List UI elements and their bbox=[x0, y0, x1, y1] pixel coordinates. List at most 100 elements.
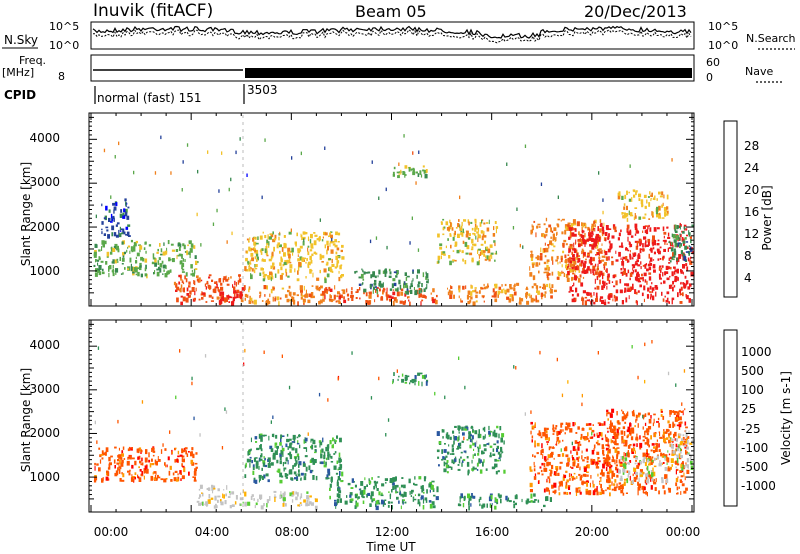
range-gate-cell bbox=[477, 446, 479, 449]
range-gate-cell bbox=[562, 429, 564, 432]
range-gate-cell bbox=[435, 496, 439, 501]
range-gate-cell bbox=[673, 410, 676, 415]
range-gate-cell bbox=[605, 269, 607, 272]
range-gate-cell bbox=[652, 211, 654, 216]
range-gate-cell bbox=[289, 469, 293, 474]
range-gate-cell bbox=[400, 505, 402, 510]
range-gate-cell bbox=[245, 462, 247, 468]
range-gate-cell bbox=[616, 483, 618, 489]
range-gate-cell bbox=[402, 171, 405, 175]
range-gate-cell bbox=[649, 257, 653, 262]
range-gate-cell bbox=[220, 501, 224, 506]
sparse-echo bbox=[396, 369, 398, 373]
range-gate-cell bbox=[605, 256, 608, 261]
sparse-echo bbox=[627, 452, 630, 456]
range-gate-cell bbox=[650, 194, 653, 197]
range-gate-cell bbox=[629, 277, 631, 281]
range-gate-cell bbox=[552, 490, 556, 493]
range-gate-cell bbox=[652, 422, 654, 427]
range-gate-cell bbox=[184, 447, 188, 450]
range-gate-cell bbox=[183, 467, 186, 473]
range-gate-cell bbox=[678, 453, 681, 458]
range-gate-cell bbox=[551, 284, 554, 288]
sparse-echo bbox=[530, 410, 532, 414]
range-gate-cell bbox=[586, 464, 588, 468]
range-gate-cell bbox=[282, 492, 286, 498]
range-gate-cell bbox=[543, 456, 547, 461]
range-gate-cell bbox=[474, 219, 477, 224]
range-gate-cell bbox=[189, 248, 193, 253]
range-gate-cell bbox=[121, 257, 125, 262]
range-gate-cell bbox=[389, 479, 393, 483]
range-gate-cell bbox=[611, 260, 614, 266]
range-gate-cell bbox=[586, 255, 590, 258]
range-gate-cell bbox=[349, 492, 353, 496]
range-gate-cell bbox=[326, 249, 328, 255]
range-gate-cell bbox=[395, 490, 397, 494]
range-gate-cell bbox=[608, 280, 611, 284]
range-gate-cell bbox=[603, 222, 605, 227]
range-gate-cell bbox=[565, 485, 568, 489]
range-gate-cell bbox=[460, 225, 463, 230]
sparse-echo bbox=[369, 239, 372, 244]
range-gate-cell bbox=[607, 444, 610, 447]
range-gate-cell bbox=[593, 292, 595, 296]
range-gate-cell bbox=[296, 436, 299, 439]
range-gate-cell bbox=[198, 298, 201, 301]
range-gate-cell bbox=[555, 466, 559, 470]
range-gate-cell bbox=[301, 295, 304, 298]
range-gate-cell bbox=[257, 498, 259, 502]
range-gate-cell bbox=[117, 459, 120, 462]
range-gate-cell bbox=[274, 234, 277, 239]
range-gate-cell bbox=[643, 298, 645, 303]
range-gate-cell bbox=[546, 427, 549, 430]
range-gate-cell bbox=[358, 276, 362, 279]
range-gate-cell bbox=[326, 261, 329, 265]
range-gate-cell bbox=[571, 223, 573, 229]
vel-cbar-tick-1000: 1000 bbox=[741, 345, 772, 359]
range-gate-cell bbox=[678, 237, 681, 239]
range-gate-cell bbox=[533, 493, 536, 497]
range-gate-cell bbox=[225, 493, 227, 497]
range-gate-cell bbox=[309, 255, 312, 261]
range-gate-cell bbox=[367, 300, 371, 305]
power-ytick-2000: 2000 bbox=[29, 220, 60, 234]
range-gate-cell bbox=[121, 450, 124, 454]
range-gate-cell bbox=[616, 459, 618, 464]
range-gate-cell bbox=[335, 251, 338, 255]
range-gate-cell bbox=[545, 496, 549, 501]
range-gate-cell bbox=[479, 469, 483, 474]
range-gate-cell bbox=[579, 274, 582, 278]
range-gate-cell bbox=[493, 226, 495, 231]
range-gate-cell bbox=[578, 243, 581, 248]
sparse-echo bbox=[675, 383, 677, 387]
range-gate-cell bbox=[152, 454, 155, 457]
range-gate-cell bbox=[273, 246, 275, 252]
range-gate-cell bbox=[248, 286, 251, 290]
range-gate-cell bbox=[235, 495, 238, 500]
range-gate-cell bbox=[208, 294, 212, 298]
range-gate-cell bbox=[675, 477, 679, 483]
range-gate-cell bbox=[648, 218, 651, 220]
range-gate-cell bbox=[539, 466, 542, 469]
range-gate-cell bbox=[682, 436, 685, 441]
range-gate-cell bbox=[251, 248, 254, 251]
range-gate-cell bbox=[215, 503, 217, 507]
range-gate-cell bbox=[563, 239, 567, 243]
range-gate-cell bbox=[570, 263, 572, 268]
range-gate-cell bbox=[637, 490, 639, 496]
range-gate-cell bbox=[486, 503, 488, 508]
range-gate-cell bbox=[346, 495, 348, 498]
range-gate-cell bbox=[672, 252, 675, 257]
range-gate-cell bbox=[624, 478, 627, 481]
range-gate-cell bbox=[406, 287, 409, 290]
range-gate-cell bbox=[675, 438, 678, 442]
range-gate-cell bbox=[160, 478, 164, 481]
range-gate-cell bbox=[279, 231, 281, 235]
range-gate-cell bbox=[664, 431, 668, 434]
range-gate-cell bbox=[465, 285, 467, 290]
range-gate-cell bbox=[574, 297, 577, 302]
range-gate-cell bbox=[671, 242, 673, 246]
range-gate-cell bbox=[691, 224, 695, 228]
range-gate-cell bbox=[312, 272, 314, 278]
